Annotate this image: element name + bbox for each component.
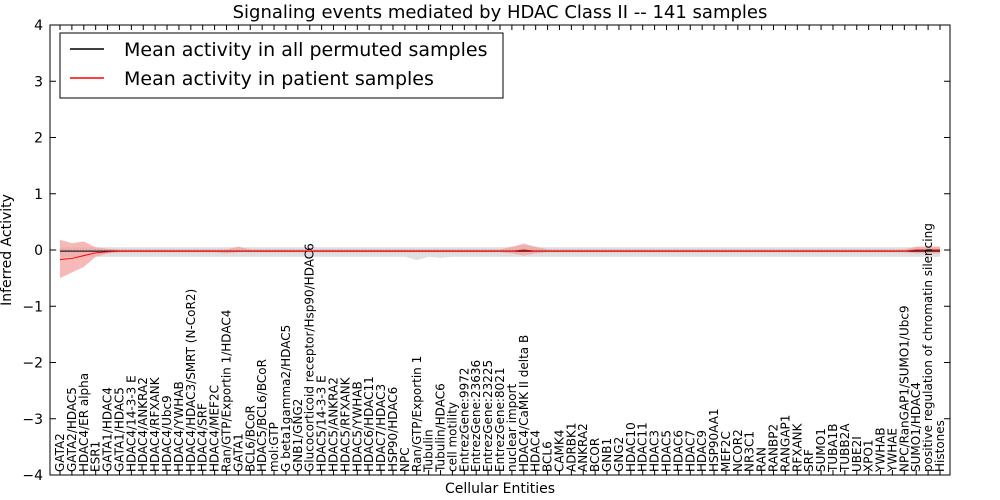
x-tick-label: HDAC5 <box>659 430 673 472</box>
x-tick-label: GATA1 <box>231 433 245 472</box>
x-tick-label: BCOR <box>588 438 602 472</box>
x-tick-label: HDAC4/ER alpha <box>77 373 91 472</box>
band-patient <box>60 239 940 279</box>
series-lines <box>59 249 940 261</box>
y-axis-ticks: −4 −3 −2 −1 0 1 2 3 4 <box>22 18 950 484</box>
x-tick-label: G beta1gamma2/HDAC5 <box>279 325 293 472</box>
x-tick-label: RANBP2 <box>767 424 781 472</box>
y-tick-label: −1 <box>22 299 43 315</box>
legend: Mean activity in all permuted samples Me… <box>59 32 504 99</box>
x-tick-label: HDAC5/BCL6/BCoR <box>255 359 269 472</box>
x-tick-label: HSP90/HDAC6 <box>386 387 400 472</box>
x-tick-label: YWHAB <box>874 427 888 473</box>
x-tick-label: Ran/GTP/Exportin 1/HDAC4 <box>219 310 233 472</box>
x-tick-label: HDAC11 <box>636 422 650 472</box>
x-tick-label: EntrezGene:9972 <box>457 368 471 473</box>
x-tick-label: HDAC7 <box>683 430 697 472</box>
x-tick-label: NR3C1 <box>743 431 757 472</box>
x-tick-label: GNB1 <box>600 438 614 472</box>
x-tick-label: mol:GTP <box>267 422 281 472</box>
x-tick-label: Ran/GTP/Exportin 1 <box>410 356 424 472</box>
legend-label-permuted: Mean activity in all permuted samples <box>124 39 487 61</box>
x-tick-label: BCL6 <box>541 441 555 472</box>
legend-box <box>59 32 504 99</box>
x-tick-label: HDAC5/YWHAB <box>350 381 364 472</box>
x-tick-label: RFXANK <box>790 422 804 472</box>
x-tick-label: GATA1/HDAC5 <box>112 387 126 472</box>
x-tick-label: GATA2 <box>53 433 67 472</box>
x-tick-label: HDAC4/14-3-3 E <box>124 375 138 472</box>
chart-title: Signaling events mediated by HDAC Class … <box>233 2 768 23</box>
x-tick-label: HDAC4/CaMK II delta B <box>517 335 531 472</box>
x-tick-label: SUMO1 <box>814 428 828 472</box>
x-tick-label: RANGAP1 <box>778 415 792 472</box>
x-tick-label: HSP90AA1 <box>707 408 721 472</box>
y-tick-label: −3 <box>22 412 43 428</box>
x-tick-label: GNB1/GNG2 <box>291 399 305 472</box>
x-tick-label: ADRBK1 <box>564 422 578 472</box>
x-tick-label: MEF2C <box>719 431 733 472</box>
x-tick-label: HDAC4/YWHAB <box>172 381 186 472</box>
x-tick-label: XPO1 <box>862 439 876 472</box>
y-tick-label: 1 <box>34 187 43 203</box>
x-tick-label: HDAC4/HDAC3/SMRT (N-CoR2) <box>184 289 198 472</box>
x-tick-label: NPC/RanGAP1/SUMO1/Ubc9 <box>897 305 911 472</box>
x-tick-label: nuclear import <box>505 383 519 472</box>
x-tick-label: EntrezGene:8021 <box>493 368 507 473</box>
x-tick-label: Tubulin/HDAC6 <box>434 383 448 473</box>
x-tick-label: HDAC4/RFXANK <box>148 376 162 472</box>
x-tick-label: BCL6/BCoR <box>243 405 257 472</box>
x-tick-label: HDAC4/Ubc9 <box>160 395 174 472</box>
x-axis-label: Cellular Entities <box>445 481 555 497</box>
x-tick-label: NCOR2 <box>731 429 745 472</box>
x-tick-label: SRF <box>802 449 816 472</box>
line-patient <box>59 249 940 261</box>
y-tick-label: −2 <box>22 356 43 372</box>
x-tick-label: HDAC4 <box>529 430 543 472</box>
x-tick-label: Tubulin <box>422 429 436 473</box>
y-tick-label: −4 <box>22 468 43 484</box>
x-tick-label: GATA1/HDAC4 <box>101 387 115 472</box>
x-tick-label: HDAC5/ANKRA2 <box>327 377 341 472</box>
x-tick-label: HDAC5/RFXANK <box>338 376 352 472</box>
x-tick-label: HDAC7/HDAC3 <box>374 384 388 472</box>
x-tick-label: YWHAE <box>885 428 899 473</box>
x-tick-label: HDAC10 <box>624 422 638 472</box>
x-tick-label: HDAC4/SRF <box>196 403 210 472</box>
x-tick-label: ESR1 <box>89 441 103 472</box>
x-tick-label: HDAC3 <box>648 430 662 472</box>
x-tick-label: GNG2 <box>612 437 626 472</box>
x-tick-label: SUMO1/HDAC4 <box>909 382 923 472</box>
x-tick-label: HDAC6 <box>671 430 685 472</box>
x-tick-label: CAMK4 <box>552 430 566 472</box>
x-tick-label: positive regulation of chromatin silenci… <box>921 223 935 472</box>
x-tick-label: HDAC4/MEF2C <box>208 385 222 472</box>
x-tick-label: GATA2/HDAC5 <box>65 387 79 472</box>
x-tick-label: UBE2I <box>850 436 864 472</box>
x-tick-label: HDAC4/ANKRA2 <box>136 377 150 472</box>
y-tick-label: 0 <box>34 243 43 259</box>
y-axis-label: Inferred Activity <box>0 194 15 306</box>
x-tick-label: Glucocorticoid receptor/Hsp90/HDAC6 <box>303 243 317 472</box>
x-tick-label: EntrezGene:23225 <box>481 360 495 472</box>
y-tick-label: 3 <box>34 74 43 90</box>
x-tick-label: RAN <box>755 447 769 472</box>
legend-label-patient: Mean activity in patient samples <box>124 68 434 90</box>
x-tick-label: TUBB2A <box>838 423 852 473</box>
x-tick-label: HDAC6/HDAC11 <box>362 376 376 472</box>
confidence-bands <box>60 239 940 279</box>
y-tick-label: 4 <box>34 18 43 34</box>
x-tick-label: TUBA1B <box>826 424 840 473</box>
x-tick-label: EntrezGene:23636 <box>469 360 483 472</box>
x-tick-label: ANKRA2 <box>576 423 590 472</box>
x-tick-label: cell motility <box>445 402 459 472</box>
y-tick-label: 2 <box>34 131 43 147</box>
x-tick-label: Histones <box>933 420 947 472</box>
x-tick-label: NPC <box>398 447 412 472</box>
x-tick-label: HDAC5/14-3-3 E <box>315 375 329 472</box>
x-tick-label: HDAC9 <box>695 430 709 472</box>
